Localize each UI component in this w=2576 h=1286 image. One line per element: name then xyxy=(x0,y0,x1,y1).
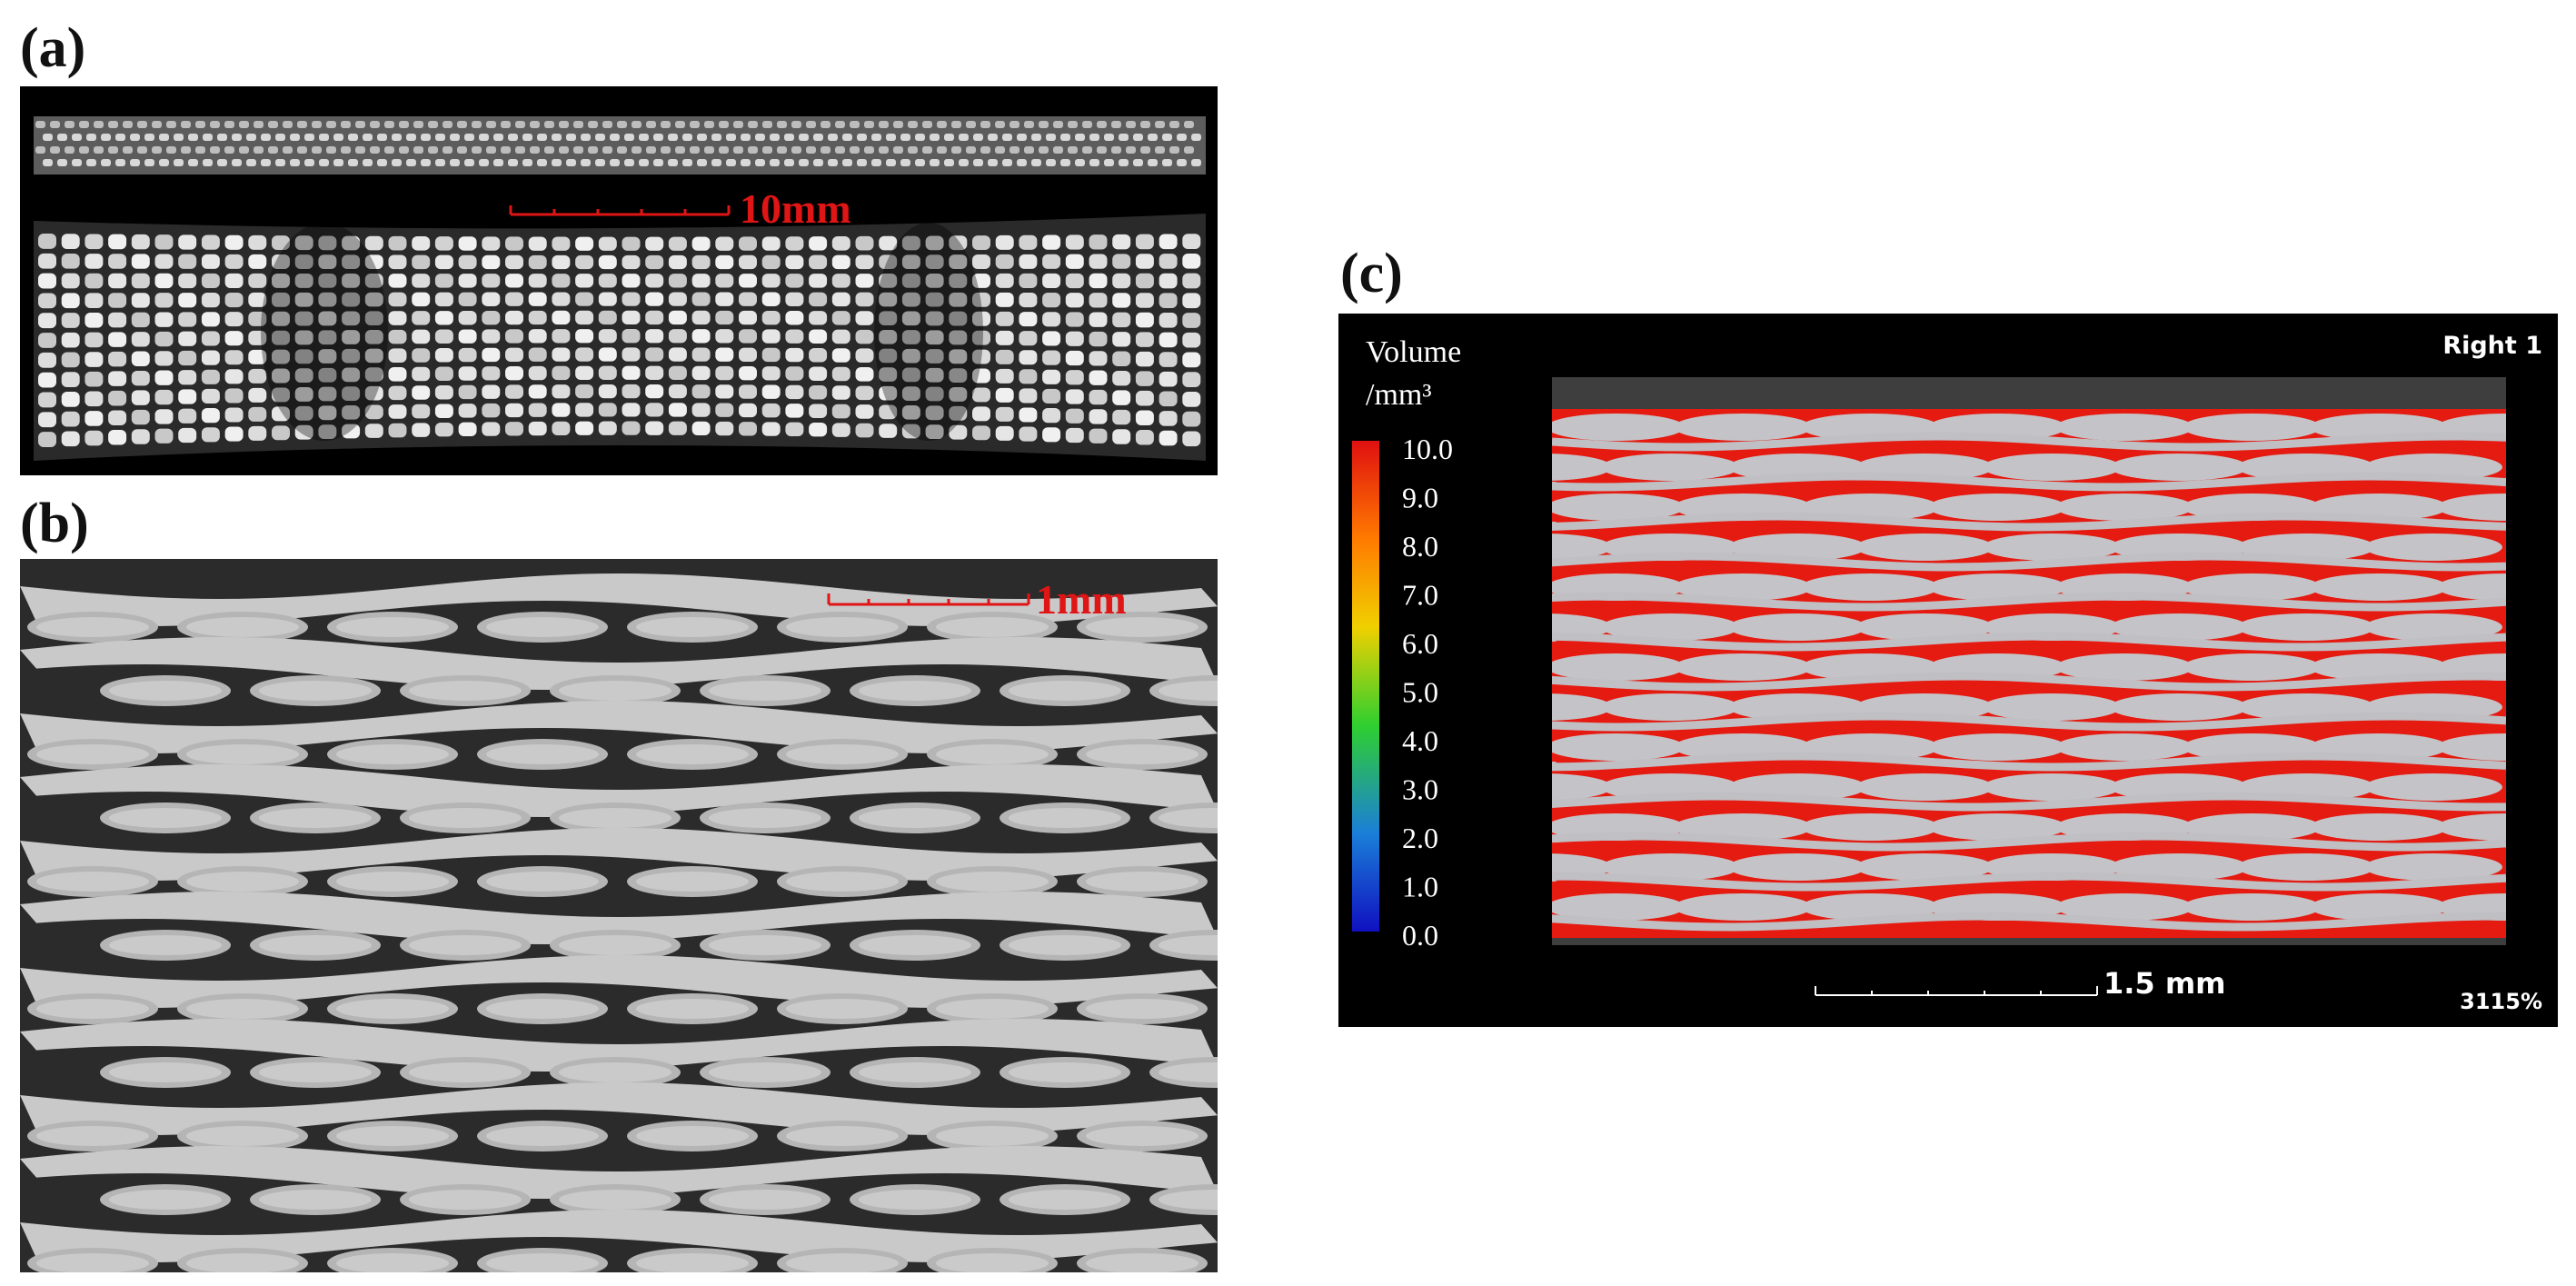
legend-colorbar xyxy=(1352,441,1379,932)
legend-tick-label: 6.0 xyxy=(1402,627,1438,660)
panel-a-label: (a) xyxy=(20,17,86,79)
panel-c-scale-bar: 1.5 mm xyxy=(1815,966,2226,1001)
volume-legend: Volume /mm³ 10.0 9.0 8.0 7.0 6.0 5.0 4.0 3.0 2.0… xyxy=(1352,335,1461,952)
legend-tick-label: 3.0 xyxy=(1402,773,1438,806)
panel-c-scale-label: 1.5 mm xyxy=(2104,966,2226,1001)
panel-a-scale-bar: 10mm xyxy=(509,185,851,232)
legend-unit: /mm³ xyxy=(1366,378,1432,412)
legend-tick-label: 9.0 xyxy=(1402,482,1438,514)
zoom-readout: 3115% xyxy=(2460,989,2542,1014)
legend-tick-label: 1.0 xyxy=(1402,871,1438,903)
legend-title: Volume xyxy=(1366,335,1461,369)
legend-tick-label: 7.0 xyxy=(1402,579,1438,612)
legend-tick-label: 0.0 xyxy=(1402,919,1438,952)
panel-b-label: (b) xyxy=(20,493,89,554)
panel-a-scale-label: 10mm xyxy=(740,185,851,232)
legend-tick-label: 10.0 xyxy=(1402,433,1453,465)
panel-b-image: 1mm xyxy=(20,559,1218,1272)
panel-c-image: Volume /mm³ 10.0 9.0 8.0 7.0 6.0 5.0 4.0 3.0 2.0… xyxy=(1338,314,2558,1027)
legend-tick-label: 5.0 xyxy=(1402,676,1438,709)
legend-tick-label: 4.0 xyxy=(1402,724,1438,757)
view-label: Right 1 xyxy=(2442,332,2542,360)
legend-tick-label: 8.0 xyxy=(1402,530,1438,563)
panel-b-scale-label: 1mm xyxy=(1036,576,1127,623)
panel-c-label: (c) xyxy=(1340,243,1403,304)
panel-b-scale-bar: 1mm xyxy=(827,576,1127,623)
panel-a-image: 10mm xyxy=(20,86,1218,475)
legend-tick-label: 2.0 xyxy=(1402,822,1438,854)
